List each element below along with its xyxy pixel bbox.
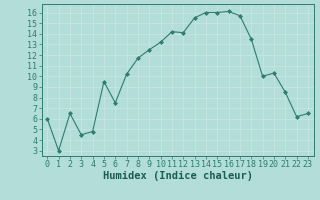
X-axis label: Humidex (Indice chaleur): Humidex (Indice chaleur) <box>103 171 252 181</box>
